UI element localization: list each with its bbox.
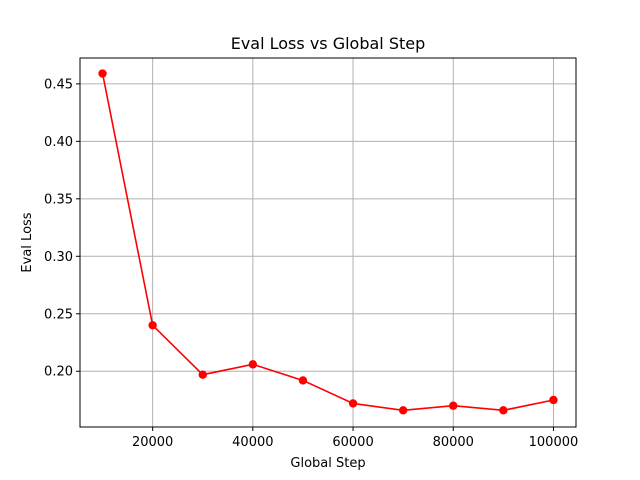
grid-lines bbox=[80, 58, 576, 427]
x-tick-label: 80000 bbox=[433, 435, 474, 450]
y-tick-label: 0.40 bbox=[44, 135, 73, 150]
data-point bbox=[549, 395, 558, 405]
x-axis-label: Global Step bbox=[290, 456, 365, 471]
data-point bbox=[98, 69, 107, 78]
chart-title: Eval Loss vs Global Step bbox=[231, 34, 426, 53]
data-point bbox=[248, 360, 258, 369]
plot-frame bbox=[79, 57, 577, 428]
data-point bbox=[348, 399, 358, 408]
data-point bbox=[148, 321, 157, 330]
y-tick-label: 0.45 bbox=[44, 77, 73, 92]
x-tick-label: 100000 bbox=[529, 435, 579, 450]
y-tick-label: 0.35 bbox=[44, 192, 73, 207]
y-tick-label: 0.30 bbox=[44, 250, 73, 265]
y-axis-ticks: 0.20 0.25 0.30 0.35 0.40 0.45 bbox=[44, 77, 80, 380]
data-point bbox=[499, 406, 508, 415]
data-point bbox=[449, 401, 458, 410]
y-tick-label: 0.20 bbox=[44, 365, 73, 380]
series-layer bbox=[98, 69, 558, 415]
series-line bbox=[101, 73, 554, 412]
data-point bbox=[198, 370, 207, 379]
x-tick-label: 40000 bbox=[232, 435, 273, 450]
y-tick-label: 0.25 bbox=[44, 307, 73, 322]
x-axis-ticks: 20000 40000 60000 80000 100000 bbox=[132, 427, 578, 450]
y-axis-label: Eval Loss bbox=[20, 212, 35, 272]
x-tick-label: 60000 bbox=[332, 435, 373, 450]
data-point bbox=[298, 376, 308, 385]
x-tick-label: 20000 bbox=[132, 435, 173, 450]
data-point bbox=[398, 406, 408, 415]
